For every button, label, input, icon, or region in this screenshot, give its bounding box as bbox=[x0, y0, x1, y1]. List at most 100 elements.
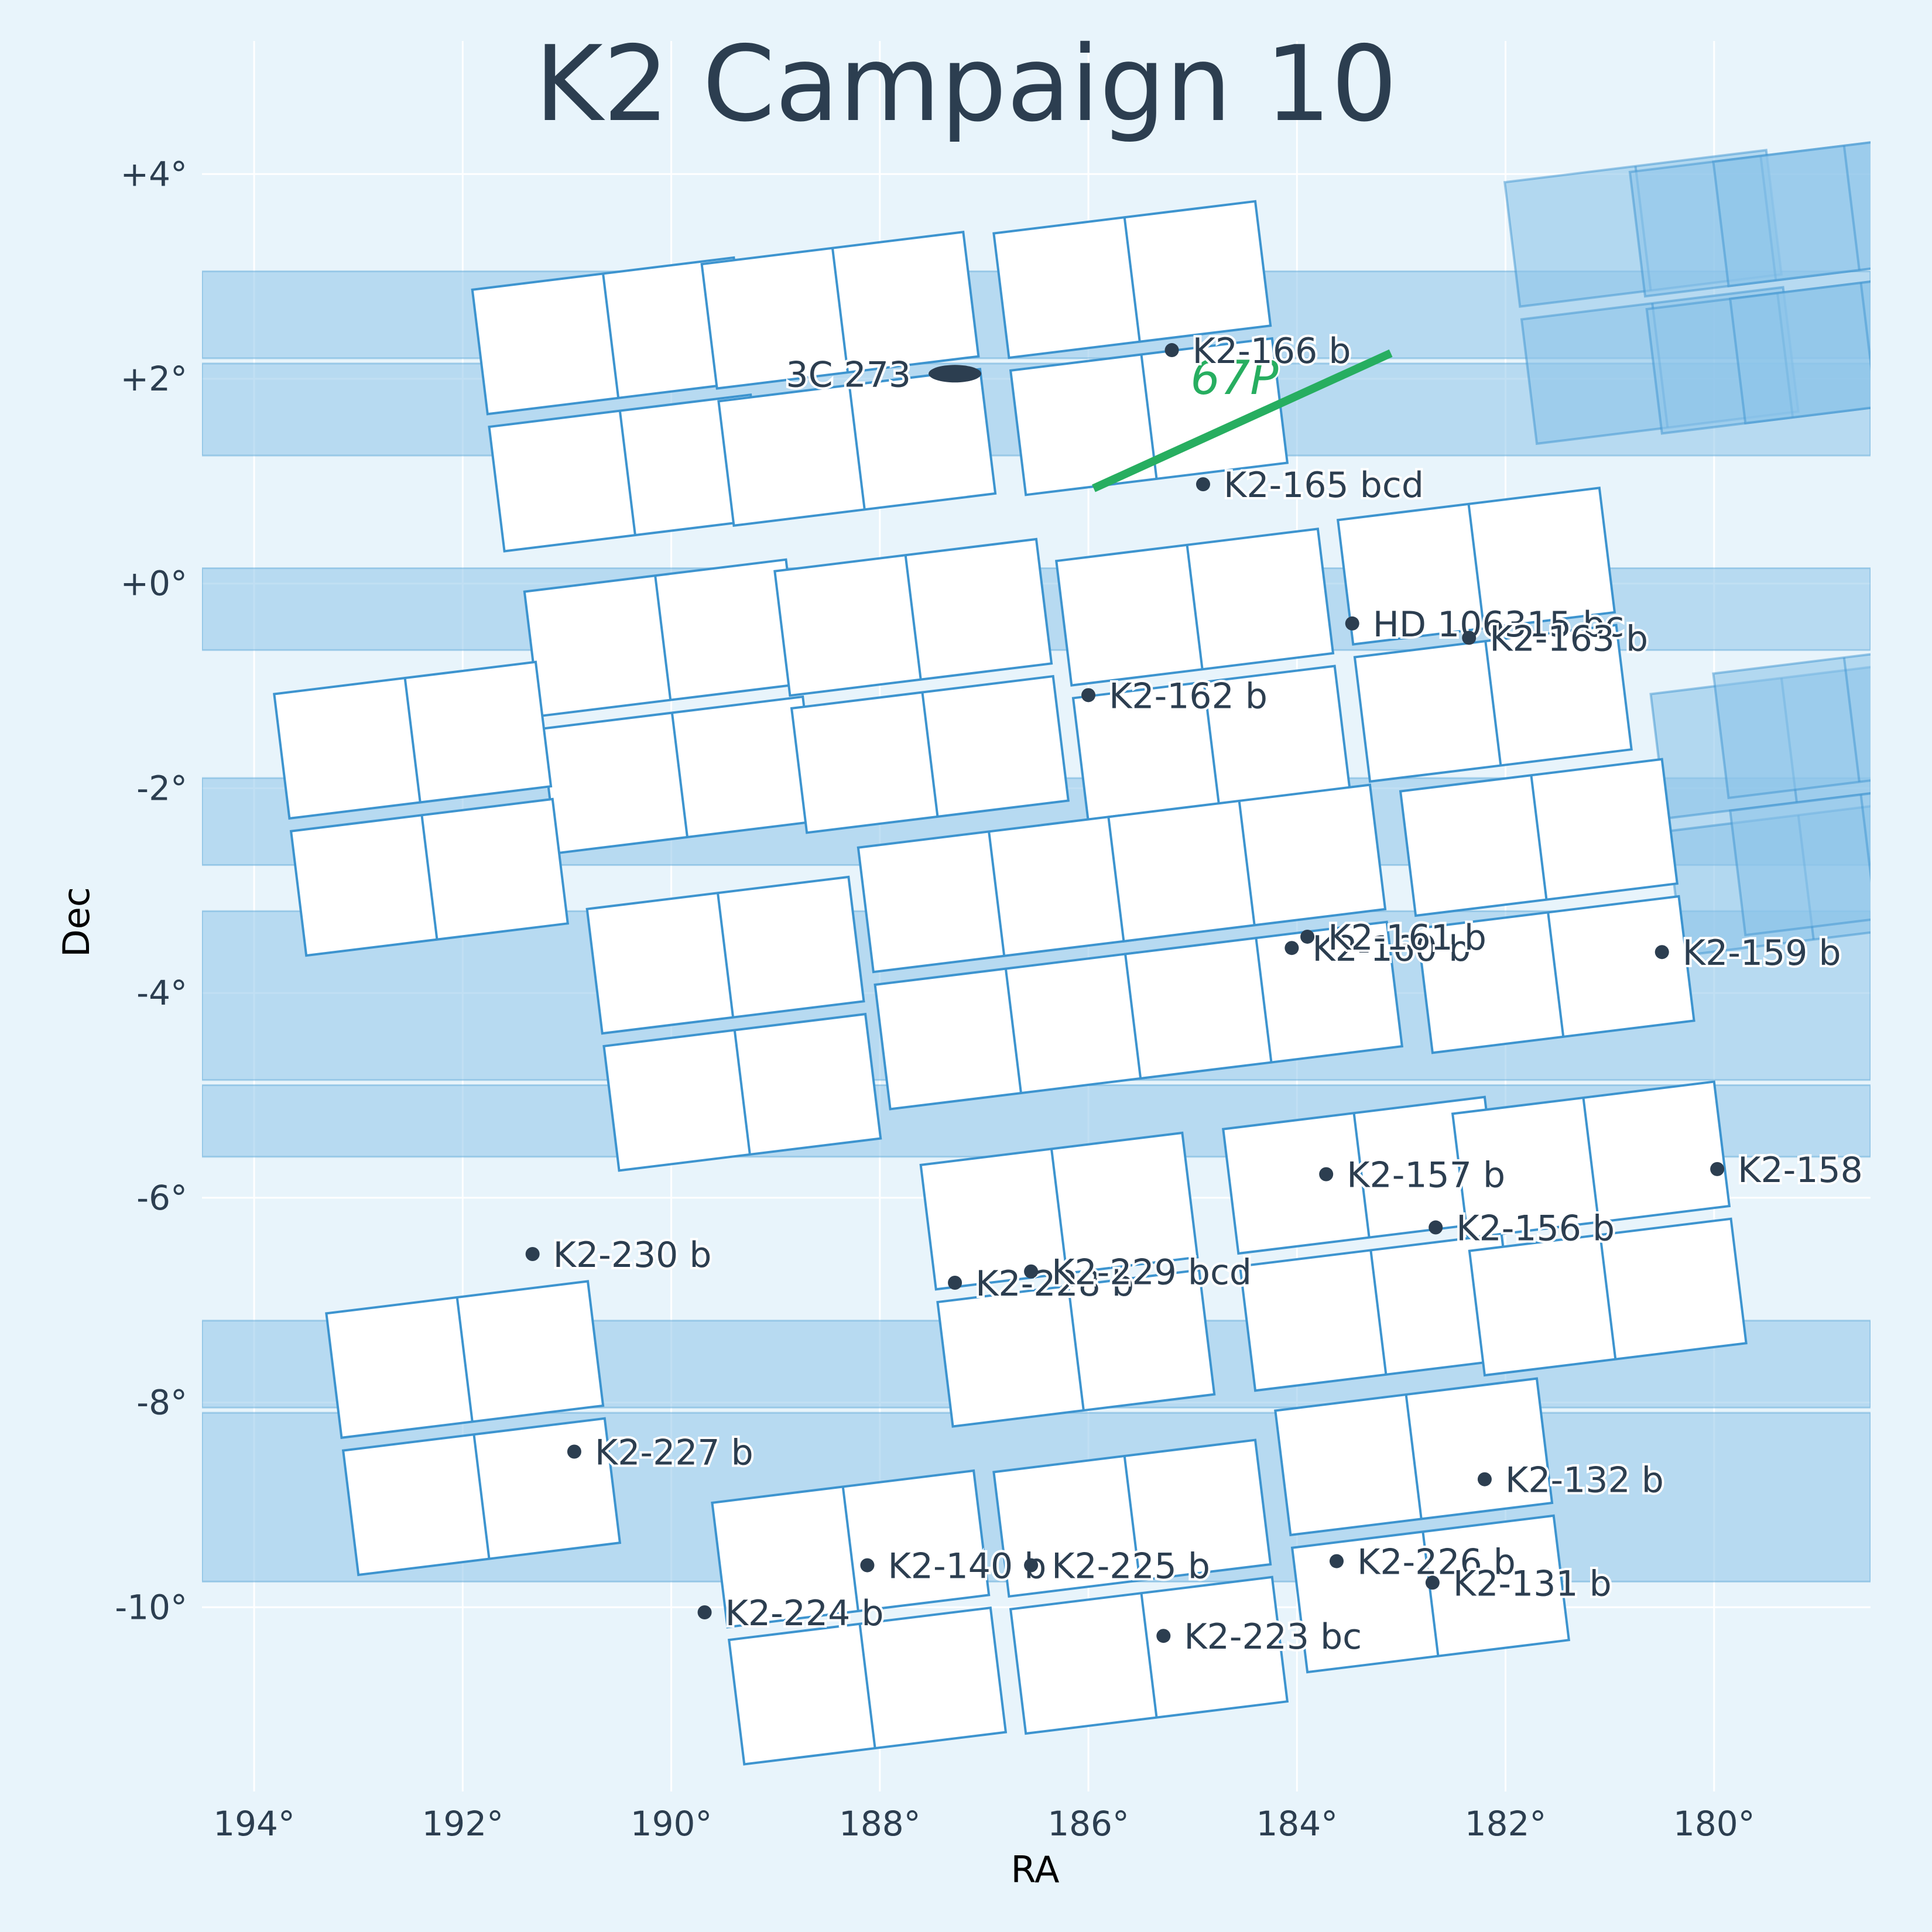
target-label: K2-159 b bbox=[1683, 933, 1841, 974]
target-label: K2-228 b bbox=[975, 1263, 1134, 1304]
target-k2-158-b: K2-158 b bbox=[1710, 1147, 1896, 1193]
target-marker bbox=[1330, 1554, 1344, 1568]
ccd-module bbox=[523, 558, 820, 855]
target-label: K2-162 b bbox=[1109, 676, 1268, 717]
target-marker bbox=[1477, 1472, 1492, 1486]
ccd-module bbox=[1107, 783, 1404, 1080]
target-3c-273: 3C 273 bbox=[783, 352, 982, 398]
target-label: K2-225 b bbox=[1051, 1546, 1210, 1587]
target-marker bbox=[1024, 1264, 1039, 1279]
ccd-divider bbox=[1050, 1149, 1068, 1274]
target-label: K2-140 b bbox=[888, 1546, 1046, 1587]
target-k2-223-bc: K2-223 bc bbox=[1156, 1614, 1364, 1660]
target-k2-225-b: K2-225 b bbox=[1024, 1544, 1212, 1590]
ccd-divider bbox=[654, 575, 672, 700]
target-label: K2-131 b bbox=[1453, 1563, 1612, 1604]
ccd-divider bbox=[1582, 1097, 1600, 1222]
target-marker bbox=[1284, 941, 1299, 955]
ccd-module bbox=[857, 814, 1153, 1111]
target-label: K2-158 b bbox=[1738, 1150, 1896, 1191]
y-tick-label: -8° bbox=[136, 1383, 187, 1423]
target-k2-140-b: K2-140 b bbox=[860, 1544, 1049, 1590]
target-marker bbox=[860, 1558, 875, 1573]
ccd-divider bbox=[1352, 1112, 1371, 1238]
ccd-divider bbox=[1123, 1455, 1141, 1581]
ccd-module bbox=[1274, 1377, 1571, 1674]
ccd-module bbox=[1399, 758, 1695, 1054]
y-tick-label: +0° bbox=[121, 564, 188, 604]
comet-label: 67P bbox=[1190, 351, 1279, 405]
ccd-divider bbox=[1405, 1394, 1423, 1519]
target-k2-159-b: K2-159 b bbox=[1654, 930, 1844, 976]
target-k2-229-bcd: K2-229 bcd bbox=[1024, 1250, 1254, 1296]
ccd-divider bbox=[420, 815, 439, 940]
target-marker bbox=[1654, 945, 1669, 960]
y-tick-label: +4° bbox=[121, 154, 188, 194]
target-label: K2-226 b bbox=[1357, 1542, 1516, 1583]
y-tick-label: -2° bbox=[136, 768, 187, 808]
ccd-divider bbox=[921, 692, 939, 817]
target-label: K2-165 bcd bbox=[1224, 465, 1424, 506]
y-axis-label: Dec bbox=[55, 887, 98, 957]
ccd-divider bbox=[841, 1486, 859, 1612]
y-tick-label: +2° bbox=[121, 359, 188, 399]
target-k2-131-b: K2-131 b bbox=[1425, 1561, 1614, 1606]
ccd-divider bbox=[403, 677, 422, 803]
y-tick-label: -10° bbox=[115, 1587, 187, 1627]
target-marker bbox=[525, 1247, 540, 1262]
target-k2-163-b: K2-163 b bbox=[1462, 616, 1650, 662]
target-k2-160-b: K2-160 b bbox=[1284, 926, 1473, 972]
y-tick-label: -6° bbox=[136, 1178, 187, 1218]
target-label: K2-227 b bbox=[595, 1432, 753, 1473]
ccd-divider bbox=[858, 1623, 876, 1749]
ccd-module bbox=[773, 537, 1070, 834]
ccd-divider bbox=[1467, 503, 1485, 629]
x-tick-label: 190° bbox=[631, 1804, 712, 1844]
target-marker bbox=[1710, 1162, 1725, 1176]
ccd-divider bbox=[1238, 800, 1256, 926]
ccd-module bbox=[1451, 1080, 1748, 1377]
ccd-module bbox=[1222, 1095, 1518, 1392]
target-marker bbox=[1429, 1220, 1443, 1235]
ccd-module bbox=[919, 1131, 1216, 1428]
ccd-module bbox=[325, 1280, 622, 1577]
ccd-module bbox=[471, 256, 768, 553]
target-hd-106315-bc: HD 106315 bc bbox=[1345, 602, 1626, 648]
target-k2-230-b: K2-230 b bbox=[525, 1232, 714, 1278]
ccd-divider bbox=[848, 385, 866, 510]
target-k2-228-b: K2-228 b bbox=[948, 1261, 1136, 1307]
x-tick-label: 180° bbox=[1673, 1804, 1755, 1844]
x-tick-label: 186° bbox=[1047, 1804, 1129, 1844]
target-marker bbox=[1164, 343, 1179, 358]
target-k2-227-b: K2-227 b bbox=[567, 1430, 756, 1475]
ccd-divider bbox=[455, 1297, 474, 1422]
x-tick-label: 194° bbox=[213, 1804, 295, 1844]
target-label: K2-156 b bbox=[1456, 1208, 1615, 1249]
ccd-divider bbox=[602, 273, 620, 399]
ccd-divider bbox=[717, 893, 735, 1018]
ccd-divider bbox=[1186, 544, 1204, 670]
target-k2-162-b: K2-162 b bbox=[1081, 673, 1270, 719]
ccd-divider bbox=[618, 410, 636, 536]
ccd-divider bbox=[1255, 937, 1273, 1063]
x-axis-label: RA bbox=[1011, 1848, 1060, 1891]
ccd-modules bbox=[273, 200, 1748, 1766]
ccd-module bbox=[1336, 487, 1633, 783]
target-marker bbox=[1024, 1558, 1039, 1573]
target-k2-165-bcd: K2-165 bcd bbox=[1196, 463, 1426, 508]
comet-track: 67P bbox=[1092, 349, 1393, 492]
ccd-divider bbox=[1067, 1286, 1085, 1411]
target-label: K2-161 b bbox=[1328, 917, 1486, 958]
ccd-divider bbox=[733, 1030, 751, 1155]
ccd-divider bbox=[1123, 217, 1141, 342]
target-label: K2-230 b bbox=[553, 1235, 712, 1276]
target-label: K2-166 b bbox=[1193, 331, 1351, 372]
target-label: K2-224 b bbox=[725, 1593, 884, 1634]
x-tick-label: 192° bbox=[422, 1804, 503, 1844]
offfield-modules bbox=[1503, 128, 1871, 957]
target-marker bbox=[1345, 616, 1359, 631]
ccd-divider bbox=[1547, 912, 1565, 1037]
ccd-divider bbox=[1859, 794, 1871, 919]
target-k2-226-b: K2-226 b bbox=[1330, 1540, 1518, 1585]
